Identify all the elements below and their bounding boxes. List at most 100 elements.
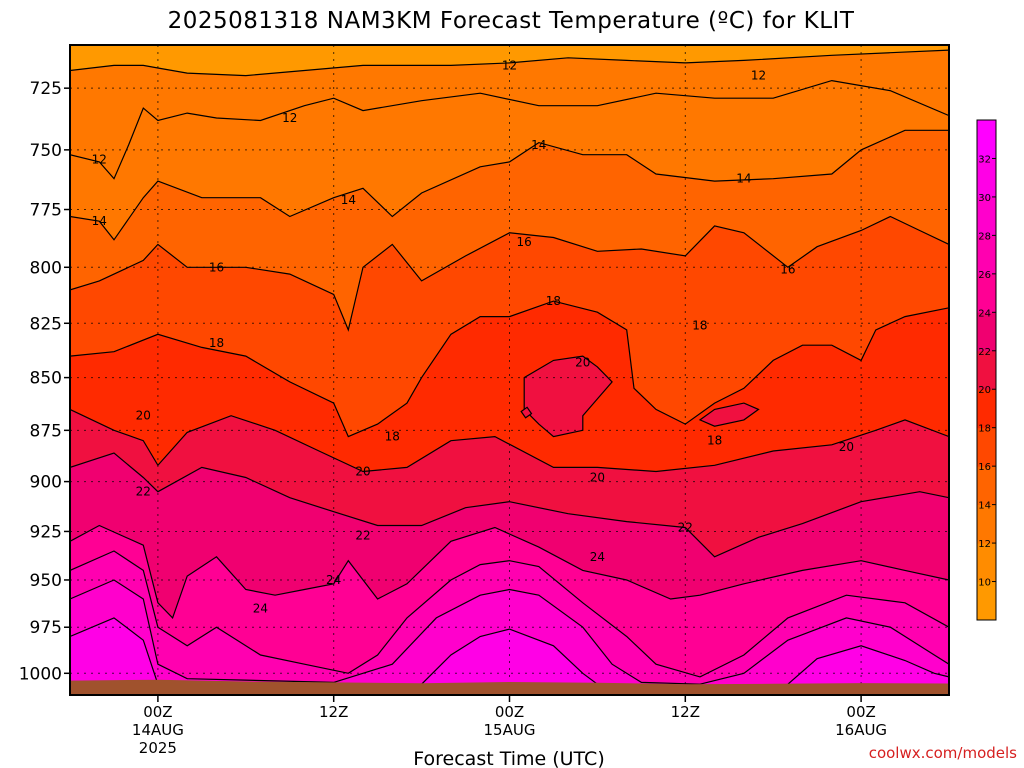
colorbar-segment-16 (977, 427, 996, 467)
band-fill-30-12 (787, 645, 949, 695)
contour-label-20: 20 (590, 471, 605, 485)
colorbar-segment-8 (977, 581, 996, 621)
y-tick-label-800: 800 (30, 258, 62, 278)
contour-line-30-10 (70, 617, 159, 685)
y-tick-label-950: 950 (30, 571, 62, 591)
contour-label-23: 22 (355, 528, 370, 542)
colorbar-segment-26 (977, 235, 996, 275)
credit-link[interactable]: coolwx.com/models (869, 744, 1017, 762)
contour-label-26: 24 (253, 601, 268, 615)
contour-line-16-3 (70, 215, 949, 332)
colorbar-segment-20 (977, 350, 996, 390)
contour-label-17: 20 (136, 409, 151, 423)
colorbar-label-28: 28 (978, 231, 991, 242)
x-axis-label: Forecast Time (UTC) (413, 748, 604, 768)
contour-label-13: 18 (209, 336, 224, 350)
colorbar-segment-30 (977, 158, 996, 198)
closed-contour-20-1 (698, 402, 760, 427)
contour-line-12-1 (70, 79, 949, 180)
contour-label-5: 14 (736, 172, 751, 186)
colorbar-label-10: 10 (978, 578, 991, 589)
contour-label-4: 14 (531, 138, 546, 152)
contour-label-3: 12 (92, 153, 107, 167)
contour-label-0: 12 (502, 58, 517, 72)
contour-label-15: 18 (707, 434, 722, 448)
x-tick-label-54-0: 00Z (846, 703, 875, 721)
plot-area: 12 12 12 12 14 14 14 14 16 16 16 18 18 18 18 18 20 20 20 20… (70, 45, 949, 695)
y-tick-label-725: 725 (30, 79, 62, 99)
contour-label-19: 20 (355, 464, 370, 478)
contour-line-20-5 (70, 408, 949, 473)
colorbar-label-14: 14 (978, 501, 991, 512)
contour-line-24-7 (70, 524, 949, 620)
colorbar-label-32: 32 (978, 154, 991, 165)
contour-label-18: 20 (839, 440, 854, 454)
y-tick-label-850: 850 (30, 369, 62, 389)
temperature-fill-bands (70, 45, 949, 695)
contour-label-24: 24 (590, 550, 605, 564)
contour-labels: 12 12 12 12 14 14 14 14 16 16 16 18 18 18 18 18 20 20 20 20… (92, 58, 854, 615)
x-tick-label-42-0: 12Z (671, 703, 700, 721)
x-tick-label-18-0: 12Z (319, 703, 348, 721)
x-tick-label-54-1: 16AUG (835, 721, 887, 739)
colorbar-segment-22 (977, 312, 996, 352)
colorbar-segment-12 (977, 504, 996, 544)
contour-line-22-6 (70, 452, 949, 558)
ground-fill (70, 679, 949, 695)
ground-surface (70, 679, 949, 695)
colorbar-label-26: 26 (978, 270, 991, 281)
contour-line-14-2 (70, 129, 949, 241)
contour-label-10: 16 (780, 263, 795, 277)
y-tick-label-900: 900 (30, 473, 62, 493)
colorbar-label-16: 16 (978, 462, 991, 473)
contour-label-22: 22 (678, 521, 693, 535)
x-tick-label-6-0: 00Z (143, 703, 172, 721)
closed-contour-20-2 (520, 406, 533, 419)
contour-label-9: 16 (209, 260, 224, 274)
colorbar-segment-14 (977, 466, 996, 506)
y-tick-label-925: 925 (30, 522, 62, 542)
colorbar-label-22: 22 (978, 347, 991, 358)
y-tick-label-975: 975 (30, 618, 62, 638)
x-tick-label-6-1: 14AUG (132, 721, 184, 739)
contour-line-28-9 (70, 579, 949, 685)
y-axis: 725 750 775 800 825 850 875 900 925 950 975 1000 (19, 79, 70, 684)
contour-line-12-0 (70, 49, 949, 77)
colorbar-segment-24 (977, 273, 996, 313)
x-tick-label-6-2: 2025 (139, 739, 177, 757)
closed-contour-20-0 (523, 355, 613, 438)
y-tick-label-1000: 1000 (19, 664, 62, 684)
colorbar-segment-28 (977, 196, 996, 236)
x-tick-label-30-0: 00Z (495, 703, 524, 721)
colorbar-frame (976, 119, 997, 621)
contour-line-30-11 (421, 628, 598, 685)
colorbar-label-20: 20 (978, 385, 991, 396)
contour-label-14: 18 (385, 430, 400, 444)
colorbar-segment-18 (977, 389, 996, 429)
colorbar-label-30: 30 (978, 193, 991, 204)
colorbar-label-12: 12 (978, 539, 991, 550)
band-fill-30-10 (70, 617, 158, 695)
contour-label-11: 18 (546, 294, 561, 308)
contour-label-12: 18 (692, 318, 707, 332)
contour-label-8: 16 (517, 235, 532, 249)
y-tick-label-750: 750 (30, 141, 62, 161)
colorbar-segment-32 (977, 120, 996, 159)
colorbar-label-24: 24 (978, 308, 991, 319)
contour-label-7: 14 (92, 214, 107, 228)
y-tick-label-775: 775 (30, 201, 62, 221)
y-tick-label-825: 825 (30, 314, 62, 334)
chart-title: 2025081318 NAM3KM Forecast Temperature (… (168, 8, 855, 34)
contour-line-26-8 (70, 550, 949, 678)
contour-lines (70, 49, 949, 685)
contour-label-1: 12 (751, 69, 766, 83)
colorbar-label-18: 18 (978, 424, 991, 435)
contour-label-16: 20 (575, 356, 590, 370)
y-tick-label-875: 875 (30, 421, 62, 441)
colorbar-segment-10 (977, 543, 996, 583)
contour-label-25: 24 (326, 573, 341, 587)
x-tick-label-30-1: 15AUG (484, 721, 536, 739)
contour-label-6: 14 (341, 193, 356, 207)
contour-line-18-4 (70, 300, 949, 438)
